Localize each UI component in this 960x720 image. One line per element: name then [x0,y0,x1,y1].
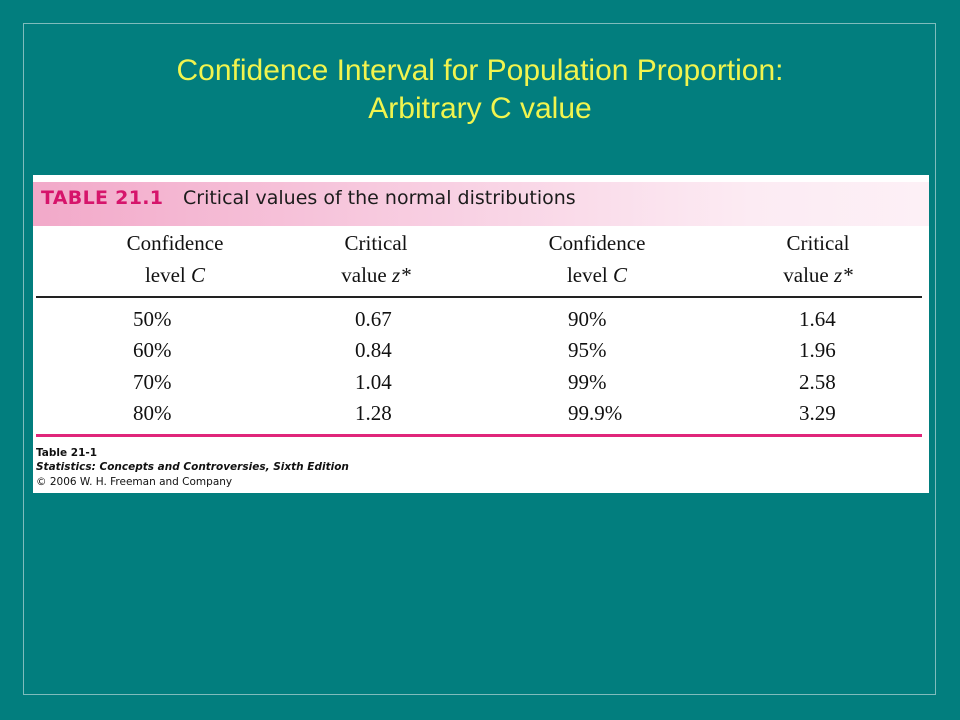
table-cell: 50% [133,307,172,331]
column-header-line2: level C [497,259,697,291]
credit-copyright: © 2006 W. H. Freeman and Company [36,476,233,488]
column-header-critical-2: Critical value z* [718,227,918,291]
column-header-line1: Critical [786,231,850,255]
column-header-symbol: z* [834,263,853,287]
table-cell: 1.04 [355,370,392,394]
slide-title: Confidence Interval for Population Propo… [0,52,960,128]
table-cell: 0.84 [355,338,392,362]
column-header-text: value [783,263,835,287]
table-cell: 99% [568,370,607,394]
column-header-confidence-2: Confidence level C [497,227,697,291]
slide-title-line-1: Confidence Interval for Population Propo… [176,54,784,87]
table-cell: 2.58 [799,370,836,394]
slide-title-line-2: Arbitrary C value [368,92,592,125]
footer-rule [36,434,922,437]
column-header-line2: level C [75,259,275,291]
table-cell: 99.9% [568,401,623,425]
column-header-line1: Confidence [126,231,224,255]
header-rule [36,296,922,298]
table-cell: 0.67 [355,307,392,331]
table-cell: 80% [133,401,172,425]
table-cell: 1.64 [799,307,836,331]
column-header-symbol: C [613,263,628,287]
column-header-text: level [144,263,192,287]
column-header-text: value [341,263,393,287]
column-header-line2: value z* [718,259,918,291]
table-number: TABLE 21.1 [41,187,164,209]
column-header-confidence-1: Confidence level C [75,227,275,291]
column-header-line1: Confidence [548,231,646,255]
table-cell: 95% [568,338,607,362]
table-cell: 1.28 [355,401,392,425]
table-caption: Critical values of the normal distributi… [183,187,576,209]
table-cell: 70% [133,370,172,394]
column-header-line1: Critical [344,231,408,255]
column-header-symbol: C [191,263,206,287]
critical-values-table: TABLE 21.1 Critical values of the normal… [33,175,929,493]
column-header-line2: value z* [276,259,476,291]
table-cell: 60% [133,338,172,362]
credit-book-title: Statistics: Concepts and Controversies, … [36,461,349,473]
table-cell: 90% [568,307,607,331]
table-cell: 3.29 [799,401,836,425]
credit-table-id: Table 21-1 [36,447,98,459]
slide-frame [23,23,936,695]
column-header-symbol: z* [392,263,411,287]
column-header-critical-1: Critical value z* [276,227,476,291]
column-header-text: level [566,263,614,287]
table-header-band [33,182,929,226]
table-cell: 1.96 [799,338,836,362]
